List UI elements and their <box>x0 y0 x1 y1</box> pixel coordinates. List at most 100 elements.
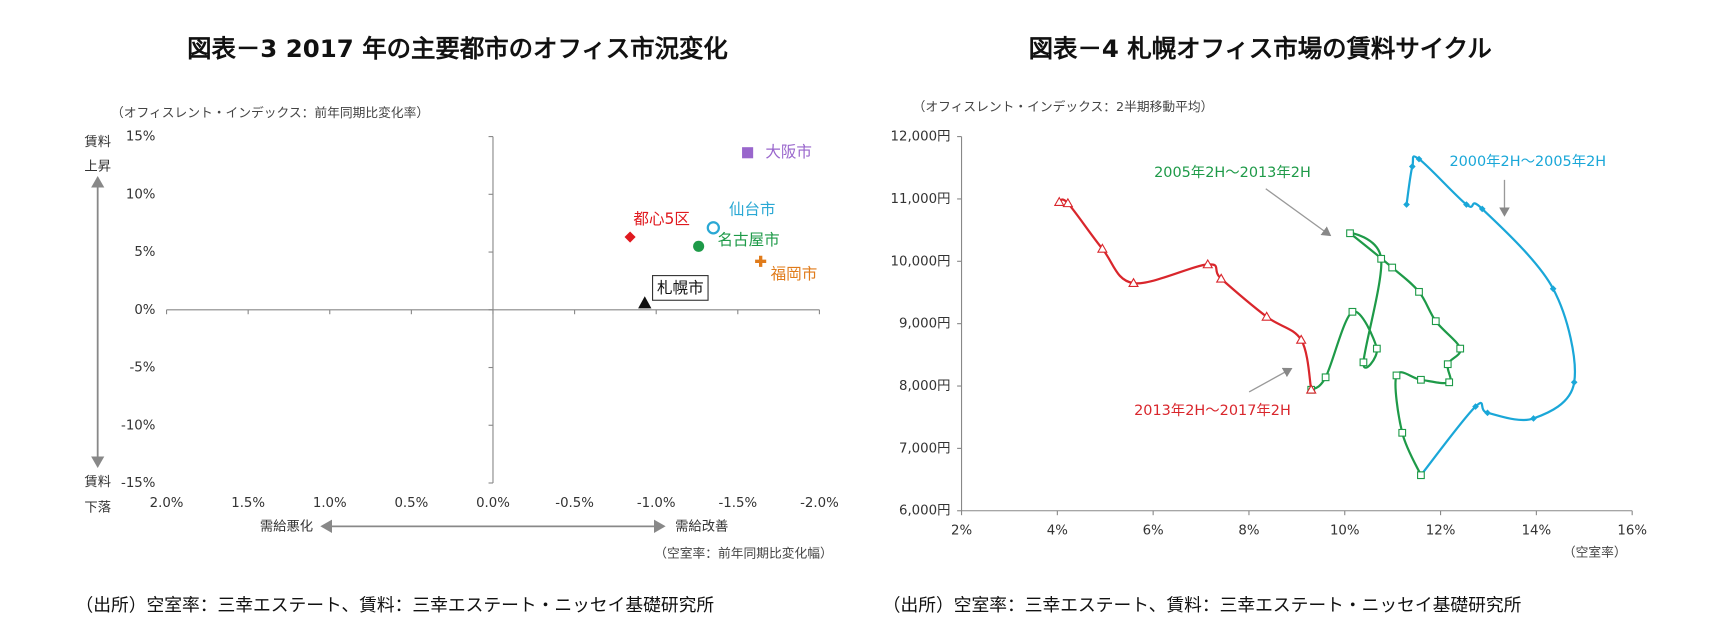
marker <box>1348 307 1357 316</box>
y-tick-label: 9,000円 <box>899 317 950 332</box>
arrow <box>1265 188 1332 237</box>
series-label: 都心5区 <box>633 210 689 228</box>
x-tick-label: 0.5% <box>394 496 428 511</box>
marker <box>755 255 767 267</box>
series-label: 2000年2H～2005年2H <box>1449 153 1606 170</box>
marker <box>1377 254 1386 263</box>
y-tick-label: 10% <box>126 187 156 202</box>
marker <box>693 240 705 252</box>
marker <box>1445 378 1454 387</box>
marker <box>624 231 636 243</box>
source-note: （出所）空室率：三幸エステート、賃料：三幸エステート・ニッセイ基礎研究所 <box>883 595 1522 616</box>
marker <box>1359 358 1368 367</box>
chart-title: 図表－3 2017 年の主要都市のオフィス市況変化 <box>187 34 728 63</box>
marker <box>1456 344 1465 353</box>
y-tick-label: 5% <box>134 245 155 260</box>
x-axis-label: （空室率） <box>1563 544 1627 560</box>
annotation: 需給改善 <box>675 518 728 534</box>
marker <box>1261 311 1273 321</box>
x-tick-label: -1.5% <box>718 496 757 511</box>
x-tick-label: 14% <box>1522 524 1552 539</box>
series-line <box>1058 198 1313 390</box>
annotation: 上昇 <box>84 159 111 175</box>
marker <box>1346 229 1354 238</box>
label-box <box>652 275 709 301</box>
x-tick-label: 8% <box>1238 524 1259 539</box>
x-tick-label: -0.5% <box>555 496 594 511</box>
x-tick-label: 4% <box>1047 524 1068 539</box>
marker <box>706 221 720 235</box>
series-label: 福岡市 <box>771 265 818 283</box>
x-tick-label: 16% <box>1617 524 1647 539</box>
annotation: 需給悪化 <box>260 518 313 534</box>
y-axis-label: （オフィスレント・インデックス：前年同期比変化率） <box>111 105 429 121</box>
marker <box>1417 471 1425 480</box>
x-axis-label: （空室率：前年同期比変化幅） <box>654 546 833 562</box>
marker <box>1372 344 1381 353</box>
marker <box>1472 403 1479 410</box>
marker <box>1403 201 1410 208</box>
x-tick-label: -1.0% <box>637 496 676 511</box>
chart-title: 図表－4 札幌オフィス市場の賃料サイクル <box>1029 34 1492 63</box>
annotation: 賃料 <box>84 474 111 490</box>
x-tick-label: 2.0% <box>150 496 184 511</box>
marker <box>1053 196 1065 206</box>
series-label: 仙台市 <box>729 201 776 219</box>
x-tick-label: 6% <box>1143 524 1164 539</box>
marker <box>1398 428 1407 437</box>
x-tick-label: 1.0% <box>313 496 347 511</box>
x-tick-label: 0.0% <box>476 496 510 511</box>
y-axis-label: （オフィスレント・インデックス：2半期移動平均） <box>913 99 1214 115</box>
y-tick-label: 7,000円 <box>899 441 950 456</box>
x-tick-label: 10% <box>1330 524 1360 539</box>
marker <box>1417 375 1425 384</box>
series-label: 2005年2H～2013年2H <box>1154 164 1311 181</box>
marker <box>1202 258 1214 269</box>
x-tick-label: -2.0% <box>800 496 839 511</box>
series-line <box>1310 231 1462 476</box>
marker <box>1305 384 1317 394</box>
marker <box>742 147 754 159</box>
y-tick-label: -15% <box>121 476 155 491</box>
arrow <box>1248 367 1293 393</box>
marker <box>1484 409 1491 417</box>
marker <box>1295 334 1307 344</box>
marker <box>638 296 652 309</box>
marker <box>1321 373 1330 382</box>
marker <box>1096 243 1108 253</box>
y-tick-label: 10,000円 <box>891 254 951 269</box>
y-tick-label: -10% <box>121 418 155 433</box>
marker <box>1215 273 1227 283</box>
series-label: 名古屋市 <box>718 231 780 249</box>
series-label: 2013年2H～2017年2H <box>1134 402 1291 419</box>
y-tick-label: 0% <box>134 303 155 318</box>
marker <box>1443 360 1452 369</box>
marker <box>1128 277 1139 288</box>
x-tick-label: 2% <box>951 524 972 539</box>
y-tick-label: 15% <box>126 130 156 145</box>
y-tick-label: 6,000円 <box>899 504 950 519</box>
marker <box>1431 317 1440 326</box>
x-tick-label: 1.5% <box>231 496 265 511</box>
marker <box>1392 371 1401 380</box>
annotation: 賃料 <box>84 134 111 150</box>
marker <box>1408 163 1416 170</box>
source-note: （出所）空室率：三幸エステート、賃料：三幸エステート・ニッセイ基礎研究所 <box>76 595 715 616</box>
marker <box>1530 415 1537 422</box>
marker <box>1415 287 1423 296</box>
marker <box>1570 378 1578 386</box>
x-tick-label: 12% <box>1426 524 1456 539</box>
series-label: 札幌市 <box>657 279 704 297</box>
marker <box>1549 285 1557 293</box>
marker <box>1388 263 1397 272</box>
series-label: 大阪市 <box>765 143 812 161</box>
annotation: 下落 <box>84 499 111 515</box>
y-tick-label: 12,000円 <box>891 130 951 145</box>
marker <box>1463 201 1470 208</box>
y-tick-label: 11,000円 <box>891 192 951 207</box>
marker <box>1062 197 1074 208</box>
marker <box>1478 205 1486 213</box>
y-tick-label: 8,000円 <box>899 379 950 394</box>
